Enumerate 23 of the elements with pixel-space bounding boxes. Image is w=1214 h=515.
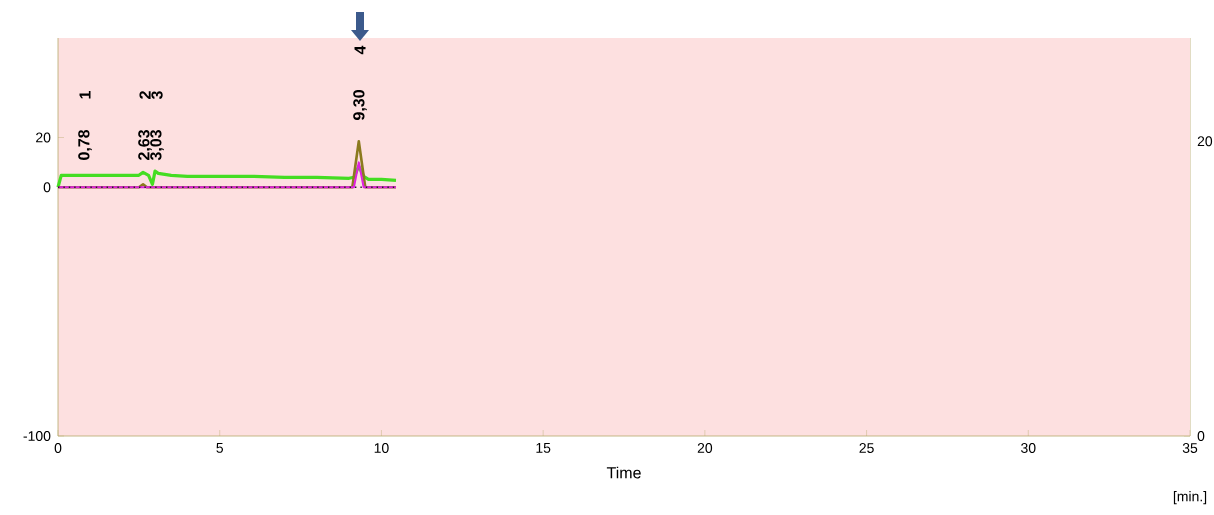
annotation: 2 bbox=[139, 91, 151, 99]
y2-tick-label: 20 bbox=[1197, 136, 1213, 147]
x-tick-label: 10 bbox=[374, 443, 389, 453]
x-tick-label: 25 bbox=[859, 443, 874, 453]
x-tick-label: 5 bbox=[216, 443, 224, 453]
x-tick-label: 0 bbox=[54, 443, 62, 453]
annotation: 9,30 bbox=[353, 90, 367, 120]
annotation: 4 bbox=[354, 45, 366, 55]
x-tick-label: 35 bbox=[1182, 443, 1198, 453]
x-axis-title: Time bbox=[606, 466, 641, 479]
y-tick-label: -100 bbox=[23, 431, 51, 441]
y2-tick-label: 0 bbox=[1197, 431, 1205, 441]
annotation: 0,78 bbox=[78, 129, 92, 160]
annotation: 1 bbox=[79, 91, 91, 99]
y-tick-label: 20 bbox=[36, 132, 51, 143]
x-tick-label: 20 bbox=[697, 443, 713, 453]
x-tick-label: 30 bbox=[1021, 443, 1036, 453]
annotation: 2,63 bbox=[138, 130, 152, 160]
annotation: 3 bbox=[151, 91, 163, 100]
y-tick-label: 0 bbox=[43, 182, 51, 193]
x-tick-label: 15 bbox=[536, 443, 551, 453]
annotation: 3,03 bbox=[150, 130, 164, 161]
text: [min.] bbox=[1173, 491, 1207, 505]
